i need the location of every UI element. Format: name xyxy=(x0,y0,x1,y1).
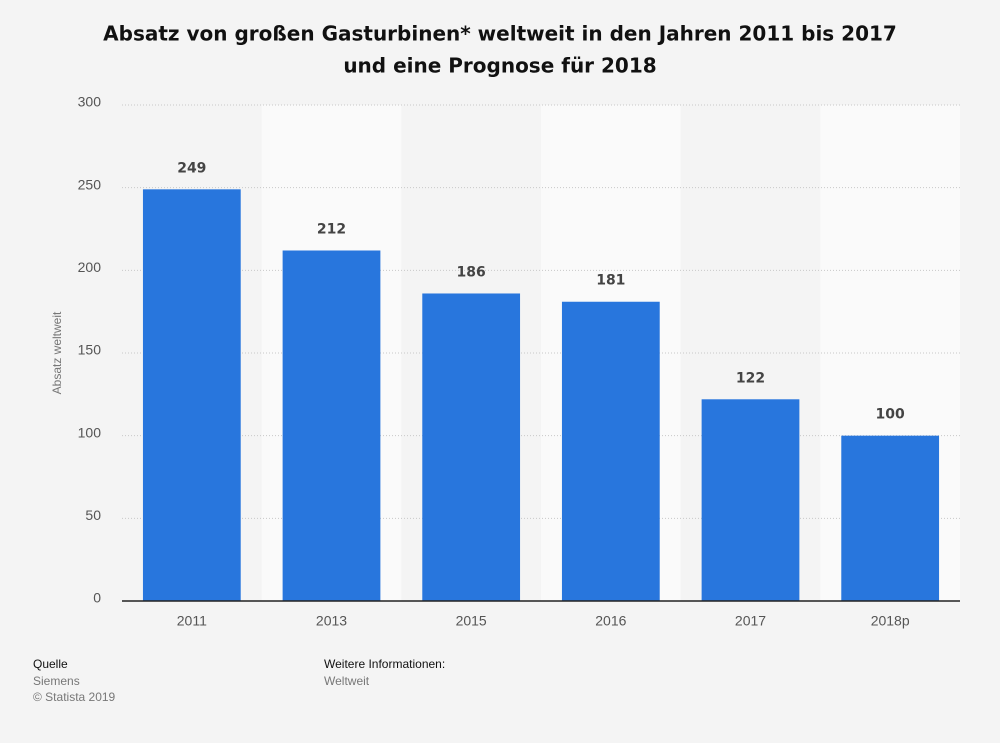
bar xyxy=(701,399,800,601)
info: Weltweit xyxy=(324,674,370,688)
x-tick-label: 2016 xyxy=(595,613,626,629)
y-tick-label: 150 xyxy=(78,342,102,358)
bar xyxy=(282,250,381,601)
bar xyxy=(422,293,521,601)
x-tick-label: 2018p xyxy=(871,613,910,629)
y-tick-label: 100 xyxy=(78,424,102,440)
x-tick-label: 2015 xyxy=(456,613,487,629)
source: Siemens xyxy=(33,674,80,688)
bar xyxy=(561,301,660,601)
value-label: 122 xyxy=(736,370,765,386)
value-label: 100 xyxy=(876,407,905,423)
value-label: 181 xyxy=(596,273,625,289)
value-label: 186 xyxy=(457,264,486,280)
x-tick-label: 2013 xyxy=(316,613,347,629)
y-tick-label: 0 xyxy=(93,590,101,606)
bar xyxy=(142,189,241,601)
y-tick-label: 200 xyxy=(78,259,102,275)
copyright: © Statista 2019 xyxy=(33,690,116,704)
value-label: 212 xyxy=(317,221,346,237)
bar xyxy=(841,435,940,601)
value-label: 249 xyxy=(177,160,206,176)
y-tick-label: 300 xyxy=(78,94,102,110)
chart-title: und eine Prognose für 2018 xyxy=(343,54,656,78)
info-label: Weitere Informationen: xyxy=(324,657,445,671)
x-tick-label: 2017 xyxy=(735,613,766,629)
y-tick-label: 250 xyxy=(78,176,102,192)
y-axis-label: Absatz weltweit xyxy=(50,311,64,394)
x-tick-label: 2011 xyxy=(177,613,207,629)
chart-title: Absatz von großen Gasturbinen* weltweit … xyxy=(103,22,897,46)
y-tick-label: 50 xyxy=(85,507,101,523)
source-label: Quelle xyxy=(33,657,68,671)
